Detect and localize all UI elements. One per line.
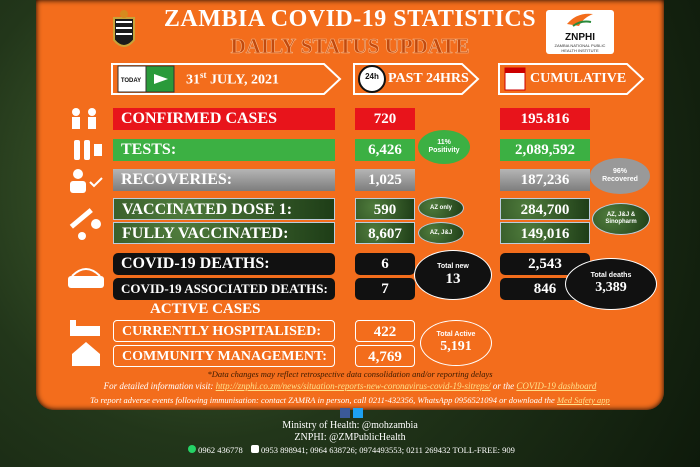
row-label: VACCINATED DOSE 1: (113, 198, 335, 220)
report-line: To report adverse events following immun… (40, 395, 660, 405)
date-box (111, 63, 342, 95)
today-icon-text: TODAY (120, 78, 142, 84)
recovered-badge: 96% Recovered (590, 158, 650, 194)
row-label: COMMUNITY MANAGEMENT: (113, 345, 335, 367)
date-suffix: st (200, 70, 207, 80)
badge-label: Total new (437, 262, 469, 270)
badge-label: Total Active (436, 331, 476, 339)
past-value: 720 (355, 108, 415, 130)
cumulative-box (498, 63, 645, 95)
row-label: TESTS: (113, 139, 335, 161)
info-link[interactable]: http://znphi.co.zm/news/situation-report… (215, 381, 491, 391)
active-heading: ACTIVE CASES (150, 301, 261, 317)
active-value: 4,769 (355, 345, 415, 367)
past-value: 7 (355, 278, 415, 300)
badge-label: Total deaths (590, 272, 632, 280)
social-icons (340, 408, 363, 418)
title: ZAMBIA COVID-19 STATISTICS (163, 6, 537, 32)
footnote: *Data changes may reflect retrospective … (207, 369, 493, 379)
logo-text: ZNPHI (565, 32, 595, 43)
clock-icon-text: 24h (365, 72, 379, 81)
past-value: 1,025 (355, 169, 415, 191)
phone: 0962 436778 (198, 445, 243, 455)
row-label: CURRENTLY HOSPITALISED: (113, 320, 335, 342)
subtitle: DAILY STATUS UPDATE (230, 34, 470, 59)
total-deaths-badge: Total deaths 3,389 (565, 258, 657, 310)
info-line: For detailed information visit: http://z… (40, 381, 660, 391)
vaccine-badge: AZ, J&J (418, 222, 464, 244)
row-label: COVID-19 DEATHS: (113, 253, 335, 275)
cumulative-value: 149,016 (500, 222, 590, 244)
date-day: 31 (186, 72, 200, 88)
past-value: 590 (355, 198, 415, 220)
znphi-handle: ZNPHI: @ZMPublicHealth (294, 432, 406, 443)
total-active-badge: Total Active 5,191 (420, 320, 492, 366)
past-value: 8,607 (355, 222, 415, 244)
cumulative-value: 187,236 (500, 169, 590, 191)
date: 31st JULY, 2021 (186, 70, 279, 89)
logo-bird (567, 13, 593, 27)
cumulative-value: 2,089,592 (500, 139, 590, 161)
badge-label: Recovered (602, 176, 638, 183)
total-new-badge: Total new 13 (414, 250, 492, 300)
info-text: For detailed information visit: (103, 381, 216, 391)
dashboard-link[interactable]: COVID-19 dashboard (516, 381, 597, 391)
row-label: RECOVERIES: (113, 169, 335, 191)
logo: ZNPHI ZAMBIA NATIONAL PUBLIC HEALTH INST… (546, 10, 614, 54)
active-value: 422 (355, 320, 415, 342)
badge-value: 11% (437, 139, 451, 147)
vaccine-badge: AZ only (418, 197, 464, 219)
past-value: 6 (355, 253, 415, 275)
row-icons (68, 108, 104, 366)
row-label: CONFIRMED CASES (113, 108, 335, 130)
badge-value: 3,389 (595, 280, 627, 296)
past-value: 6,426 (355, 139, 415, 161)
app-link[interactable]: Med Safety app (556, 395, 610, 405)
row-label: FULLY VACCINATED: (113, 222, 335, 244)
coat-of-arms (113, 10, 135, 47)
positivity-badge: 11% Positivity (418, 130, 470, 164)
ministry-handle: Ministry of Health: @mohzambia (282, 420, 418, 431)
report-text: To report adverse events following immun… (90, 395, 557, 405)
phone-icon (250, 445, 259, 453)
cumulative-value: 195.816 (500, 108, 590, 130)
badge-value: 5,191 (440, 339, 472, 355)
cumulative-header: CUMULATIVE (530, 71, 627, 86)
badge-label: Positivity (428, 147, 460, 154)
phone-line: 0962 436778 0953 898941; 0964 638726; 09… (188, 445, 515, 455)
date-rest: JULY, 2021 (206, 72, 279, 88)
cumulative-value: 284,700 (500, 198, 590, 220)
phone: 0953 898941; 0964 638726; 0974493553; 02… (261, 445, 515, 455)
badge-value: 13 (445, 270, 461, 287)
row-label: COVID-19 ASSOCIATED DEATHS: (113, 278, 335, 300)
info-text: or the (490, 381, 517, 391)
cumulative-value: 2,543 (500, 253, 590, 275)
whatsapp-icon (188, 445, 196, 453)
badge-value: 96% (612, 168, 627, 176)
logo-caption: ZAMBIA NATIONAL PUBLIC HEALTH INSTITUTE (554, 43, 606, 53)
past-box (353, 63, 480, 95)
past-header: PAST 24HRS (388, 71, 469, 86)
vaccine-badge: AZ, J&J & Sinopharm (592, 203, 650, 235)
